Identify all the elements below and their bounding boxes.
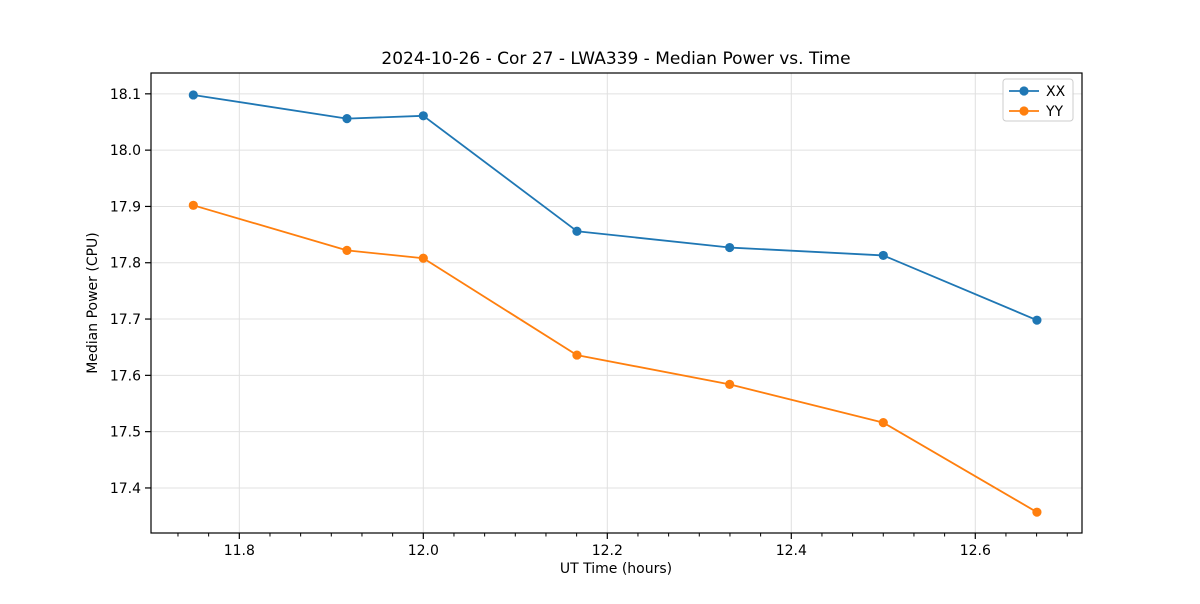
data-point-XX bbox=[878, 250, 888, 261]
series-line-YY bbox=[192, 204, 1038, 514]
legend-label: XX bbox=[1046, 84, 1066, 100]
data-point-YY bbox=[418, 253, 428, 263]
data-point-YY bbox=[342, 245, 352, 255]
y-tick-label: 17.8 bbox=[110, 256, 141, 272]
data-point-XX bbox=[572, 226, 582, 236]
legend-marker bbox=[1019, 86, 1029, 96]
y-tick-label: 17.6 bbox=[110, 368, 141, 384]
data-point-YY bbox=[878, 418, 888, 428]
legend: XX YY bbox=[1002, 78, 1074, 122]
y-tick-label: 17.9 bbox=[110, 199, 141, 215]
data-point-XX bbox=[1032, 315, 1042, 325]
x-tick-label: 11.8 bbox=[224, 543, 255, 559]
x-tick-label: 12.6 bbox=[960, 543, 991, 559]
y-tick-label: 17.7 bbox=[110, 312, 141, 328]
y-tick-label: 18.1 bbox=[110, 87, 141, 103]
chart-title: 2024-10-26 - Cor 27 - LWA339 - Median Po… bbox=[381, 49, 850, 69]
y-axis-label: Median Power (CPU) bbox=[85, 232, 101, 374]
data-point-XX bbox=[188, 90, 198, 100]
data-point-XX bbox=[725, 242, 735, 253]
legend-label: YY bbox=[1045, 104, 1064, 120]
plot-border bbox=[150, 72, 1083, 534]
data-point-XX bbox=[342, 114, 352, 124]
data-point-YY bbox=[188, 200, 198, 210]
y-tick-label: 18.0 bbox=[110, 143, 141, 159]
data-point-XX bbox=[418, 111, 428, 121]
x-axis-label: UT Time (hours) bbox=[560, 561, 672, 577]
data-point-YY bbox=[572, 350, 582, 360]
x-tick-label: 12.0 bbox=[408, 543, 439, 559]
series-layer bbox=[188, 90, 1042, 517]
grid-layer bbox=[151, 73, 1082, 533]
data-point-YY bbox=[725, 379, 735, 389]
y-tick-label: 17.4 bbox=[110, 481, 141, 497]
x-tick-label: 12.2 bbox=[592, 543, 623, 559]
series-line-XX bbox=[192, 94, 1038, 322]
y-tick-label: 17.5 bbox=[110, 425, 141, 441]
x-tick-label: 12.4 bbox=[776, 543, 807, 559]
axis-layer: 11.8 12.0 12.2 12.4 12.6 17.4 17.5 17.6 17.7 17.8… bbox=[110, 72, 1083, 559]
legend-marker bbox=[1019, 106, 1029, 116]
data-point-YY bbox=[1032, 507, 1042, 517]
